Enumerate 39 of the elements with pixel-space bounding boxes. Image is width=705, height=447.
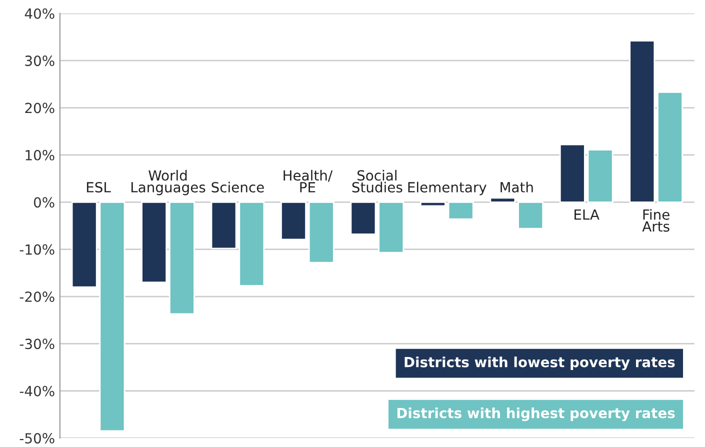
y-tick-label: 30%: [25, 56, 54, 66]
x-tick-label: Math: [500, 182, 533, 193]
bar: [71, 201, 98, 288]
y-tick-label: -20%: [20, 291, 54, 302]
x-tick-label: Social Studies: [352, 170, 402, 193]
bar: [559, 144, 586, 203]
y-tick-label: -50%: [20, 433, 54, 444]
bar: [490, 197, 516, 203]
bar: [238, 201, 265, 286]
y-tick-label: 0%: [34, 197, 54, 208]
x-tick-label: ELA: [574, 210, 600, 220]
bar: [420, 201, 446, 207]
y-tick-label: -10%: [20, 244, 54, 255]
bar: [350, 201, 376, 235]
y-tick-label: 40%: [24, 8, 54, 19]
bar: [210, 201, 237, 250]
bar: [280, 201, 306, 240]
bar: [518, 201, 544, 230]
x-tick-label: ESL: [86, 182, 111, 193]
x-tick-label: Elementary: [408, 182, 486, 196]
bar: [657, 92, 683, 203]
bar: [378, 201, 404, 254]
bar: [629, 40, 656, 203]
bar: [587, 149, 614, 203]
y-tick-label: 20%: [25, 102, 54, 114]
text: Districts with lowest poverty rates: [404, 356, 675, 370]
bar: [99, 201, 126, 432]
text: Districts with highest poverty rates: [397, 408, 675, 422]
y-tick-label: 10%: [26, 150, 54, 160]
bar: [168, 201, 195, 315]
bar: [141, 201, 168, 284]
bar: [308, 201, 334, 264]
x-tick-label: World Languages: [131, 170, 206, 196]
x-tick-label: Health/ PE: [284, 170, 333, 192]
bar: [448, 201, 474, 220]
y-tick-label: -30%: [20, 338, 54, 350]
y-tick-label: -40%: [20, 386, 54, 396]
x-tick-label: Fine Arts: [642, 209, 670, 232]
x-tick-label: Science: [212, 182, 264, 193]
